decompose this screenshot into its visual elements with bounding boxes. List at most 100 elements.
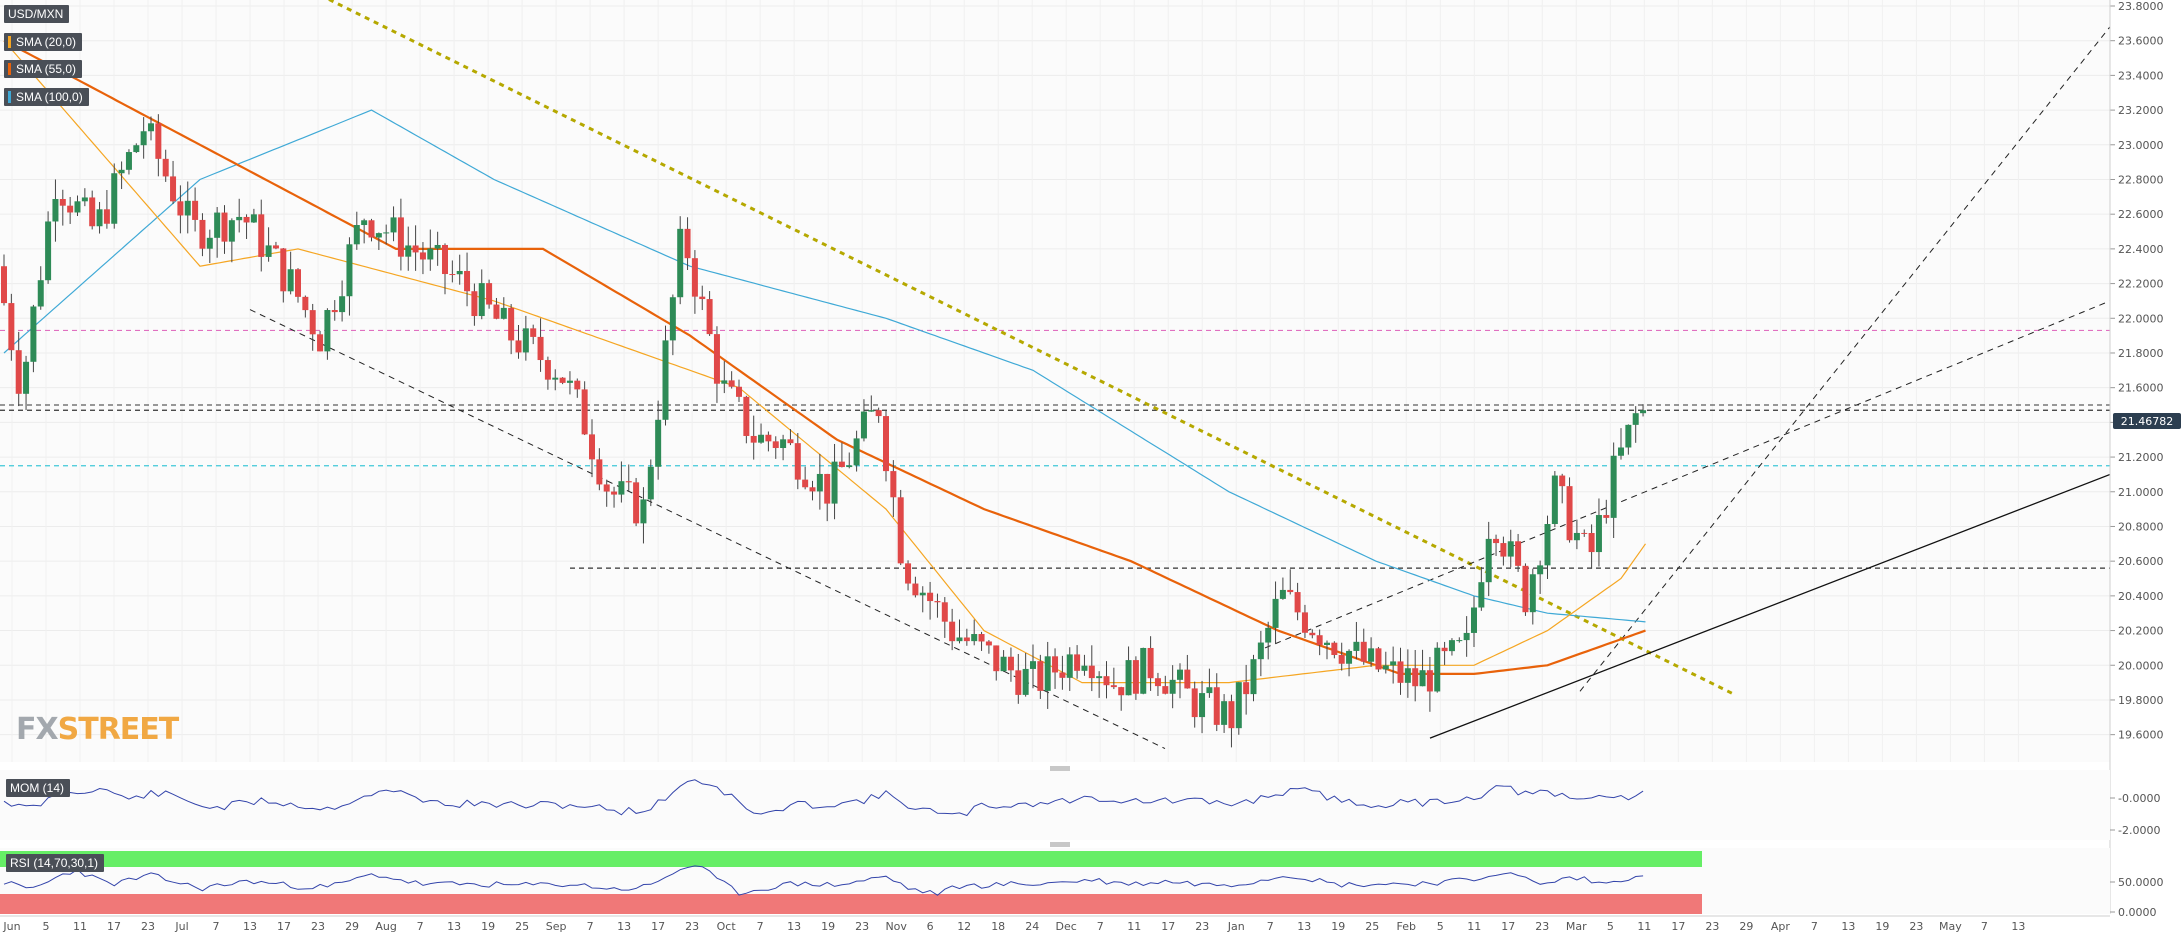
mom-tick-label: -0.0000: [2118, 792, 2160, 805]
x-tick-label: 6: [927, 920, 934, 933]
sma20-tag[interactable]: SMA (20,0): [4, 33, 83, 51]
x-tick-label: 23: [685, 920, 699, 933]
x-tick-label: 23: [1535, 920, 1549, 933]
candle-body: [1257, 642, 1264, 660]
y-tick-label: 20.8000: [2118, 520, 2164, 533]
mom-tick-label: -2.0000: [2118, 824, 2160, 837]
x-tick-label: 23: [1909, 920, 1923, 933]
candle-body: [1177, 669, 1183, 680]
candle-body: [883, 416, 889, 472]
last-price-marker: 21.46782: [2113, 413, 2181, 429]
candle-body: [1140, 647, 1147, 694]
candle-body: [464, 270, 471, 292]
y-tick-label: 20.4000: [2118, 590, 2164, 603]
candle-body: [1375, 648, 1382, 670]
candle-body: [1595, 515, 1602, 553]
y-tick-label: 22.8000: [2118, 173, 2164, 186]
candle-body: [728, 380, 735, 387]
candle-body: [1037, 661, 1044, 691]
candle-body: [23, 361, 30, 394]
candle-body: [1368, 648, 1375, 662]
x-tick-label: 7: [587, 920, 594, 933]
x-tick-label: Jul: [174, 920, 188, 933]
x-tick-label: 13: [1841, 920, 1855, 933]
candle-body: [1052, 656, 1059, 673]
candle-body: [1390, 661, 1397, 666]
y-tick-label: 20.2000: [2118, 625, 2164, 638]
x-tick-label: Dec: [1056, 920, 1077, 933]
x-tick-label: Sep: [546, 920, 567, 933]
candle-body: [427, 248, 434, 260]
x-tick-label: 7: [1097, 920, 1104, 933]
candle-body: [478, 283, 485, 317]
candle-body: [706, 299, 713, 335]
rsi-tag[interactable]: RSI (14,70,30,1): [6, 854, 105, 872]
sma55-tag[interactable]: SMA (55,0): [4, 60, 83, 78]
candle-body: [633, 482, 640, 524]
candle-body: [449, 274, 456, 276]
rsi-label: RSI (14,70,30,1): [10, 856, 99, 870]
candle-body: [1426, 670, 1433, 692]
x-tick-label: 29: [345, 920, 359, 933]
candle-body: [618, 481, 625, 495]
mom-background: [0, 770, 2110, 840]
candle-body: [1301, 612, 1308, 633]
rsi-tick-label: 0.0000: [2118, 906, 2157, 919]
x-tick-label: 17: [1161, 920, 1175, 933]
x-tick-label: Aug: [375, 920, 396, 933]
rsi-oversold-band: [0, 894, 1702, 914]
x-tick-label: 17: [651, 920, 665, 933]
candle-body: [96, 209, 103, 227]
candle-body: [30, 306, 37, 362]
candle-body: [1618, 447, 1624, 456]
mom-line: [3, 779, 1644, 817]
candle-body: [1434, 647, 1441, 692]
candle-body: [677, 228, 684, 298]
candle-body: [192, 200, 199, 220]
candle-body: [522, 328, 529, 353]
candle-body: [875, 410, 882, 417]
candle-body: [272, 245, 279, 249]
candle-body: [625, 481, 632, 483]
sma100-swatch: [8, 91, 11, 103]
x-tick-label: 7: [213, 920, 220, 933]
candle-body: [1485, 538, 1492, 583]
candle-body: [750, 435, 757, 443]
candle-body: [1581, 532, 1588, 534]
candle-body: [383, 232, 390, 234]
sma100-tag[interactable]: SMA (100,0): [4, 88, 89, 106]
panel-splitter: [1050, 766, 1070, 771]
x-tick-label: 12: [957, 920, 971, 933]
candle-body: [838, 461, 845, 468]
candle-body: [860, 411, 867, 439]
candle-body: [500, 307, 507, 319]
candle-body: [831, 461, 838, 504]
y-tick-label: 22.2000: [2118, 278, 2164, 291]
x-tick-label: 7: [757, 920, 764, 933]
candle-body: [280, 248, 287, 292]
candle-body: [647, 466, 654, 500]
mom-tag[interactable]: MOM (14): [6, 779, 70, 797]
x-tick-label: 25: [1365, 920, 1379, 933]
candle-body: [1515, 541, 1522, 566]
candle-body: [317, 334, 324, 352]
x-tick-label: Feb: [1397, 920, 1416, 933]
candle-body: [897, 497, 904, 564]
candle-body: [412, 245, 419, 253]
main-grid: [0, 0, 2110, 762]
candle-body: [1125, 660, 1132, 696]
instrument-tag[interactable]: USD/MXN: [4, 5, 70, 23]
candle-body: [1066, 654, 1073, 678]
sma55-line: [3, 39, 1646, 675]
candle-body: [758, 434, 765, 443]
candle-body: [111, 173, 118, 224]
y-tick-label: 21.6000: [2118, 382, 2164, 395]
x-tick-label: 5: [43, 920, 50, 933]
sma100-line: [3, 109, 1646, 623]
candle-body: [1324, 642, 1330, 645]
x-tick-label: 7: [1811, 920, 1818, 933]
candle-body: [287, 269, 294, 292]
candle-body: [89, 197, 96, 227]
candle-body: [537, 336, 544, 361]
